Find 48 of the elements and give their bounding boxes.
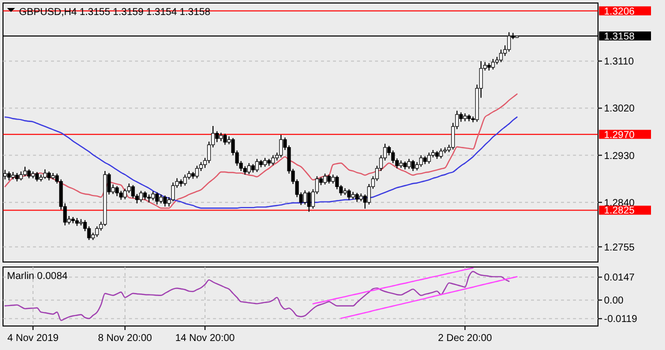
candlestick [43, 168, 47, 180]
x-tick-label: 4 Nov 2019 [7, 333, 60, 344]
candlestick [35, 172, 39, 182]
ref-line-label: 1.2970 [604, 130, 636, 141]
candlestick [491, 58, 495, 70]
candlestick [255, 158, 259, 173]
candlestick [407, 158, 411, 170]
candlestick [323, 173, 327, 186]
chart-title: Marlin 0.0084 [7, 271, 68, 282]
candlestick [23, 166, 27, 177]
candlestick [411, 159, 415, 172]
line-series [312, 267, 474, 304]
ref-line-label: 1.2825 [604, 206, 636, 217]
y-tick-label: 1.2930 [604, 150, 636, 162]
x-tick-label: 2 Dec 20:00 [438, 333, 492, 344]
candlestick [427, 152, 431, 164]
y-tick-label: 0.00 [604, 296, 624, 307]
candlestick [195, 165, 199, 179]
candlestick [139, 190, 143, 202]
line-series [340, 276, 518, 319]
line-series [4, 93, 518, 209]
candlestick [347, 188, 351, 200]
candlestick [247, 162, 251, 175]
y-tick-label: 0.0147 [604, 272, 636, 284]
candlestick [215, 130, 219, 143]
line-series [4, 270, 510, 321]
x-tick-label: 14 Nov 20:00 [175, 333, 236, 344]
candlestick [115, 186, 119, 197]
candlestick [499, 49, 503, 63]
candlestick [155, 192, 159, 205]
y-tick-label: 1.3020 [604, 104, 636, 115]
candlestick [307, 190, 311, 212]
candlestick [223, 133, 227, 146]
candlestick [95, 226, 99, 238]
candlestick [419, 154, 423, 168]
candlestick [183, 174, 187, 186]
candlestick [163, 195, 167, 208]
candlestick [279, 134, 283, 158]
candlestick [271, 154, 275, 166]
candlestick [303, 190, 307, 205]
y-tick-label: -0.0119 [604, 314, 638, 326]
ref-line-label: 1.3158 [604, 31, 636, 42]
line-series [4, 116, 518, 209]
x-tick-label: 8 Nov 20:00 [98, 333, 152, 344]
y-tick-label: 1.3110 [604, 56, 634, 68]
ref-line-label: 1.3206 [604, 6, 636, 18]
y-tick-label: 1.2755 [604, 242, 636, 254]
candlestick [439, 148, 443, 159]
